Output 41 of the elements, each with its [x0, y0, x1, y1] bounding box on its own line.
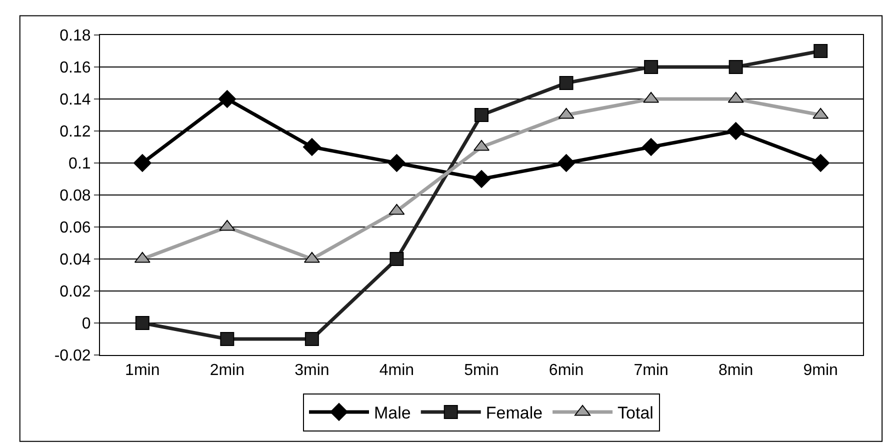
y-tick-label: 0.06	[60, 220, 91, 237]
y-tick-label: -0.02	[54, 348, 91, 365]
point	[218, 90, 236, 108]
y-tick-label: 0	[82, 316, 91, 333]
x-tick-label: 6min	[548, 362, 584, 380]
legend-label: Female	[486, 404, 543, 423]
point	[304, 332, 319, 346]
x-tick-label: 1min	[125, 362, 160, 380]
point	[726, 122, 745, 140]
point	[390, 252, 404, 266]
x-tick-label: 5min	[464, 362, 499, 380]
x-tick-label: 9min	[803, 362, 838, 380]
y-tick-label: 0.02	[60, 284, 91, 301]
x-tick-label: 3min	[294, 362, 330, 380]
x-tick-label: 4min	[379, 362, 414, 380]
point	[644, 60, 658, 74]
legend-label: Total	[618, 404, 654, 423]
point	[642, 138, 660, 156]
point	[302, 138, 321, 156]
y-tick-label: 0.04	[60, 252, 91, 269]
y-tick-label: 0.16	[60, 60, 91, 77]
point	[559, 76, 574, 90]
x-tick-label: 8min	[718, 362, 754, 380]
point	[133, 154, 152, 172]
y-tick-label: 0.1	[68, 156, 91, 173]
point	[472, 170, 490, 188]
point	[220, 332, 234, 346]
y-tick-label: 0.12	[60, 124, 91, 141]
y-tick-label: 0.08	[60, 188, 91, 205]
point	[135, 316, 150, 330]
y-tick-label: 0.14	[60, 92, 91, 109]
y-tick-label: 0.18	[60, 28, 91, 45]
x-tick-label: 2min	[210, 362, 245, 380]
point	[557, 154, 576, 172]
point	[814, 44, 828, 58]
x-tick-label: 7min	[634, 362, 668, 380]
point	[474, 108, 488, 122]
point	[388, 154, 406, 172]
point	[812, 154, 830, 172]
legend-label: Male	[374, 404, 411, 423]
point	[728, 60, 743, 74]
